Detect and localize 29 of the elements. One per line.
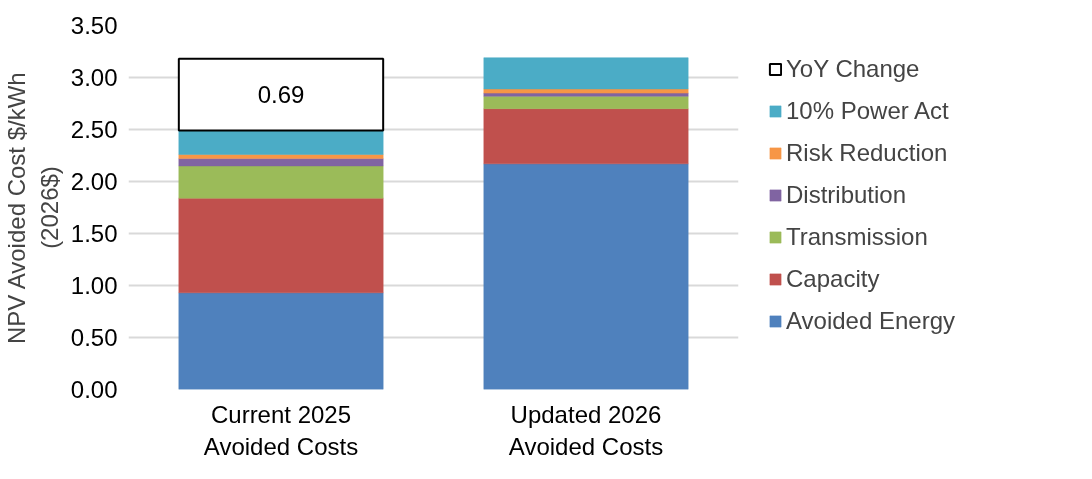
y-tick-label: 2.00 [70, 168, 118, 195]
bar [178, 292, 384, 390]
legend-label: Capacity [786, 265, 880, 293]
legend-label: YoY Change [786, 55, 920, 83]
data-label: 0.69 [257, 81, 305, 109]
y-tick-label: 2.50 [70, 116, 118, 143]
bar [178, 165, 384, 199]
y-tick-label: 3.00 [70, 64, 118, 91]
y-tick-label: 0.00 [70, 376, 118, 403]
y-tick-label: 1.00 [70, 272, 118, 299]
x-tick-label: Updated 2026 Avoided Costs [508, 400, 664, 460]
bar [483, 95, 689, 109]
bar [178, 197, 384, 294]
bar [178, 130, 384, 155]
bar [483, 163, 689, 390]
legend-label: Distribution [786, 181, 907, 209]
bar [483, 57, 689, 90]
legend-label: Risk Reduction [786, 139, 948, 167]
y-tick-label: 0.50 [70, 324, 118, 351]
bar [178, 158, 384, 167]
bar [483, 108, 689, 165]
legend-label: 10% Power Act [786, 97, 949, 125]
legend-label: Avoided Energy [786, 307, 956, 335]
y-tick-label: 3.50 [70, 12, 118, 39]
legend-label: Transmission [786, 223, 928, 251]
x-tick-label: Current 2025 Avoided Costs [203, 400, 359, 460]
y-axis-title: NPV Avoided Cost $/kWh (2026$) [3, 72, 63, 345]
y-tick-label: 1.50 [70, 220, 118, 247]
bar [177, 57, 385, 132]
